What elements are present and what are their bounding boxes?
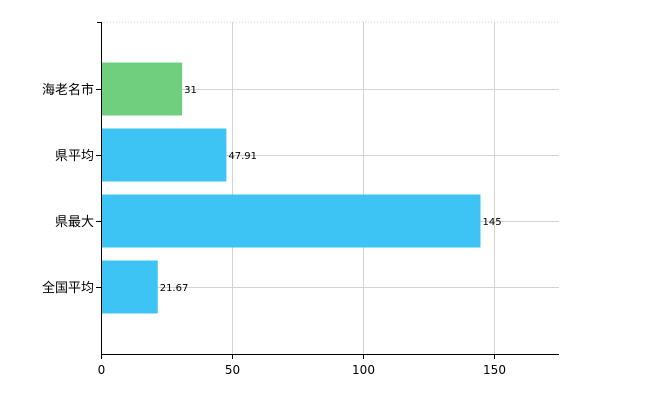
bar-県最大 bbox=[101, 194, 481, 248]
data-label-海老名市: 31 bbox=[184, 85, 197, 96]
x-tick-label-100: 100 bbox=[352, 363, 375, 377]
x-tick-label-0: 0 bbox=[98, 363, 106, 377]
data-label-県最大: 145 bbox=[482, 217, 501, 228]
category-label-海老名市: 海老名市 bbox=[42, 82, 94, 98]
x-tick-label-50: 50 bbox=[225, 363, 240, 377]
x-tick-label-150: 150 bbox=[483, 363, 506, 377]
data-label-全国平均: 21.67 bbox=[160, 283, 189, 294]
category-label-全国平均: 全国平均 bbox=[42, 280, 94, 296]
bars bbox=[101, 62, 481, 314]
bar-海老名市 bbox=[101, 62, 183, 116]
bar-全国平均 bbox=[101, 260, 158, 314]
data-label-県平均: 47.91 bbox=[228, 151, 257, 162]
bar-県平均 bbox=[101, 128, 227, 182]
category-label-県平均: 県平均 bbox=[55, 149, 94, 164]
category-label-県最大: 県最大 bbox=[55, 215, 94, 230]
axes bbox=[96, 22, 559, 359]
